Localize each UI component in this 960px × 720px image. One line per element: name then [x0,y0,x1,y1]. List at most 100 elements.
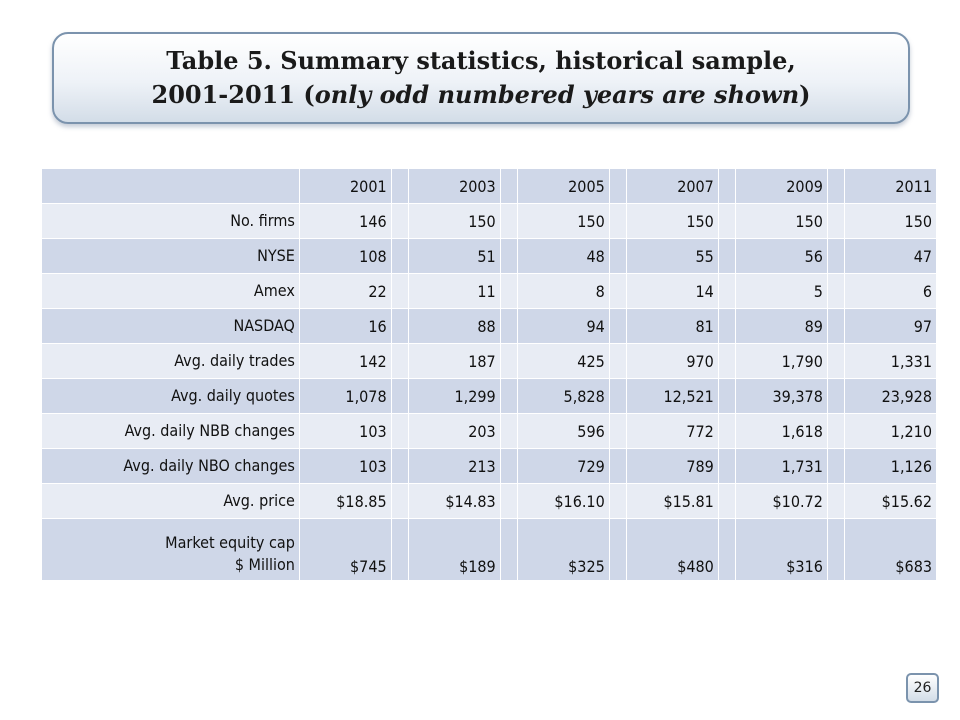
table-cell: 23,928 [844,378,937,414]
table-cell: 1,790 [735,343,828,379]
column-spacer [390,343,409,379]
column-spacer [608,448,628,484]
column-spacer [826,168,846,204]
column-spacer [717,378,737,414]
column-spacer [717,168,737,204]
table-row: Avg. daily NBB changes 103 203 596 772 1,618 1… [41,413,937,449]
table-cell: $189 [407,518,501,581]
table-cell: 8 [517,273,610,309]
table-cell: 48 [517,238,610,274]
table-cell: 22 [298,273,392,309]
year-header-cell: 2011 [844,168,937,204]
table-cell: 14 [626,273,719,309]
table-cell: 1,078 [298,378,392,414]
table-cell: $316 [735,518,828,581]
column-spacer [717,308,737,344]
column-spacer [608,273,628,309]
slide-title: Table 5. Summary statistics, historical … [52,32,910,124]
table-cell: 425 [517,343,610,379]
row-label: Amex [41,273,300,309]
table-cell: 150 [626,203,719,239]
column-spacer [717,273,737,309]
column-spacer [499,413,519,449]
column-spacer [499,203,519,239]
row-label: Avg. daily quotes [41,378,300,414]
table-cell: 51 [407,238,501,274]
table-body: 2001 2003 2005 2007 2009 2011 No. firms 146 150 1… [41,168,937,581]
column-spacer [717,343,737,379]
table-cell: $10.72 [735,483,828,519]
table-cell: 150 [844,203,937,239]
column-spacer [390,378,409,414]
table-cell: 16 [298,308,392,344]
column-spacer [608,308,628,344]
table-cell: 39,378 [735,378,828,414]
table-cell: $15.81 [626,483,719,519]
header-corner-cell [41,168,300,204]
table-row: Avg. daily trades 142 187 425 970 1,790 1,331 [41,343,937,379]
table-cell: 1,331 [844,343,937,379]
column-spacer [499,448,519,484]
table-row: Avg. daily quotes 1,078 1,299 5,828 12,521 39… [41,378,937,414]
table-cell: 1,299 [407,378,501,414]
row-label: No. firms [41,203,300,239]
title-line-2: 2001-2011 (only odd numbered years are s… [152,78,811,112]
page-number: 26 [906,673,939,703]
column-spacer [826,413,846,449]
table-row: No. firms 146 150 150 150 150 150 [41,203,937,239]
column-spacer [499,483,519,519]
row-label: Avg. daily NBB changes [41,413,300,449]
column-spacer [390,273,409,309]
table-cell: 47 [844,238,937,274]
row-label: Avg. price [41,483,300,519]
table-cell: $18.85 [298,483,392,519]
row-label: NYSE [41,238,300,274]
year-header-cell: 2009 [735,168,828,204]
table-cell: 203 [407,413,501,449]
table-cell: 146 [298,203,392,239]
column-spacer [390,413,409,449]
summary-statistics-table: 2001 2003 2005 2007 2009 2011 No. firms 146 150 1… [41,168,937,581]
column-spacer [390,483,409,519]
table-cell: 1,731 [735,448,828,484]
table-cell: 1,126 [844,448,937,484]
column-spacer [608,413,628,449]
table-cell: 150 [735,203,828,239]
title-line-2-italic: only odd numbered years are shown [314,80,800,109]
column-spacer [499,343,519,379]
column-spacer [717,203,737,239]
row-label-line-2: $ Million [234,555,295,574]
row-label: NASDAQ [41,308,300,344]
year-header-cell: 2005 [517,168,610,204]
table-cell: 150 [517,203,610,239]
title-line-1: Table 5. Summary statistics, historical … [166,46,796,75]
column-spacer [826,518,846,581]
column-spacer [608,518,628,581]
table-cell: 11 [407,273,501,309]
table-cell: 12,521 [626,378,719,414]
table-cell: 150 [407,203,501,239]
title-line-2-prefix: 2001-2011 ( [151,80,315,109]
table-cell: 5 [735,273,828,309]
table-cell: 103 [298,413,392,449]
table-cell: 213 [407,448,501,484]
column-spacer [826,308,846,344]
column-spacer [826,378,846,414]
column-spacer [499,238,519,274]
column-spacer [826,448,846,484]
table-cell: 970 [626,343,719,379]
column-spacer [717,238,737,274]
row-label-line-1: Market equity cap [165,533,295,552]
column-spacer [717,483,737,519]
table-row: Amex 22 11 8 14 5 6 [41,273,937,309]
title-line-2-suffix: ) [799,80,811,109]
table-cell: 142 [298,343,392,379]
column-spacer [826,343,846,379]
column-spacer [826,238,846,274]
column-spacer [390,308,409,344]
column-spacer [717,448,737,484]
column-spacer [608,238,628,274]
table-cell: $480 [626,518,719,581]
table-cell: 108 [298,238,392,274]
table-cell: 55 [626,238,719,274]
